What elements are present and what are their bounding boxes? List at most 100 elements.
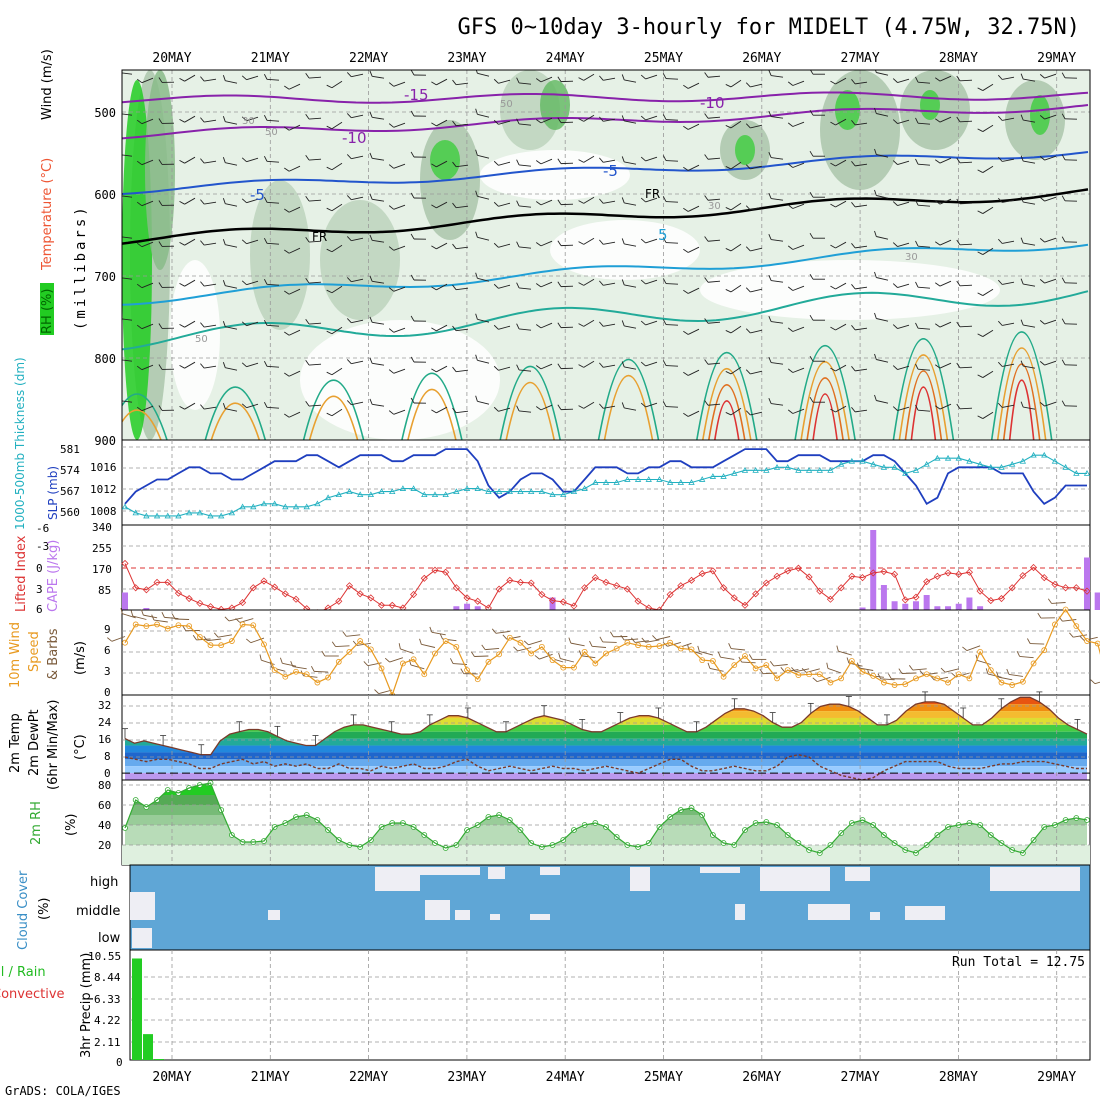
barb-shaft: [762, 672, 778, 675]
rh-blob-21: [700, 260, 1000, 320]
upper-barb-143: [222, 198, 238, 207]
barb-shaft: [266, 406, 280, 409]
surface-barb-1: [120, 607, 136, 619]
barb-flag: [120, 607, 123, 614]
barb-flag: [725, 207, 732, 211]
barb-flag: [263, 155, 268, 162]
barb-shaft: [519, 328, 532, 331]
barb-shaft: [939, 157, 952, 164]
barb-flag: [977, 374, 984, 378]
barb-flag: [915, 240, 919, 247]
barb-flag: [305, 401, 310, 407]
barb-flag: [977, 415, 984, 419]
barb-shaft: [827, 668, 842, 674]
warm-dome-3-1: [407, 388, 457, 440]
surface-barb-78: [940, 667, 959, 673]
surface-barb-46: [599, 636, 617, 643]
upper-barb-263: [809, 273, 825, 280]
surface-barb-83: [996, 671, 1013, 681]
surface-barb-36: [491, 628, 510, 634]
barb-flag: [326, 289, 333, 294]
barb-shaft: [688, 164, 700, 171]
upper-barb-89: [1020, 114, 1036, 123]
barb-flag: [557, 322, 562, 328]
upper-barb-338: [452, 366, 469, 373]
barb-flag: [599, 280, 604, 286]
barb-shaft: [1002, 199, 1015, 203]
barb-shaft: [393, 286, 406, 292]
lifted-index-point-1: [132, 584, 140, 592]
barb-flag: [388, 164, 395, 169]
upper-barb-411: [1020, 401, 1036, 410]
upper-barb-130: [915, 158, 931, 166]
barb-shaft: [835, 159, 847, 167]
barb-flag: [136, 283, 143, 289]
upper-barb-326: [200, 363, 217, 369]
upper-barb-161: [599, 198, 616, 204]
lifted-index-point-25: [388, 601, 396, 609]
barb-shaft: [436, 78, 448, 86]
barb-shaft: [331, 285, 343, 294]
barb-flag: [683, 330, 689, 335]
upper-barb-154: [452, 202, 469, 209]
barb-flag: [158, 77, 163, 83]
barb-flag: [935, 364, 941, 369]
upper-barb-370: [158, 405, 175, 411]
upper-barb-48: [158, 118, 175, 124]
barb-flag: [787, 409, 794, 414]
barb-flag: [768, 397, 772, 404]
upper-barb-77: [768, 110, 784, 119]
upper-barb-19: [516, 77, 532, 85]
barb-shaft: [897, 406, 910, 411]
barb-flag: [398, 643, 401, 650]
barb-flag: [388, 82, 395, 87]
thickness-axis-label: 1000-500mb Thickness (dm): [13, 357, 27, 530]
barb-flag: [321, 650, 326, 657]
barb-shaft: [540, 199, 553, 206]
pressure-tick-800: 800: [94, 352, 116, 366]
barb-shaft: [876, 318, 889, 322]
barb-shaft: [477, 72, 490, 77]
barb-flag: [1090, 679, 1096, 684]
barb-flag: [725, 125, 732, 129]
upper-barb-43: [1020, 73, 1036, 82]
barb-flag: [1039, 320, 1045, 325]
barb-shaft: [498, 325, 511, 330]
barb-flag: [235, 618, 241, 623]
upper-barb-17: [475, 70, 490, 77]
upper-barb-381: [388, 409, 406, 415]
barb-shaft: [204, 201, 217, 205]
barb-flag: [809, 109, 814, 116]
lifted-index-point-79: [965, 568, 973, 576]
surface-barb-92: [1090, 679, 1100, 685]
cape-tick-255: 255: [92, 542, 112, 555]
barb-flag: [908, 665, 914, 671]
barb-shaft: [288, 124, 301, 131]
barb-shaft: [730, 120, 742, 129]
barb-shaft: [204, 406, 217, 410]
barb-shaft: [959, 161, 973, 164]
barb-shaft: [1002, 363, 1015, 367]
barb-shaft: [1023, 283, 1036, 287]
barb-flag: [263, 237, 268, 244]
upper-barb-200: [452, 243, 469, 250]
upper-barb-347: [640, 361, 658, 367]
barb-shaft: [393, 163, 406, 169]
barb-flag: [768, 192, 772, 199]
surface-barb-34: [470, 651, 489, 657]
barb-flag: [516, 159, 520, 166]
barb-shaft: [1044, 360, 1057, 366]
barb-flag: [599, 636, 604, 643]
upper-barb-106: [410, 151, 427, 158]
barb-flag: [856, 662, 860, 669]
barb-shaft: [372, 75, 385, 79]
barb-shaft: [141, 405, 154, 412]
surface-barb-49: [630, 637, 649, 643]
barb-flag: [158, 241, 163, 247]
barb-flag: [915, 158, 919, 165]
barb-flag: [516, 323, 520, 330]
upper-barb-69: [599, 116, 616, 122]
upper-barb-369: [136, 405, 154, 412]
barb-shaft: [855, 327, 868, 331]
bottom-date-22MAY: 22MAY: [349, 1070, 388, 1085]
